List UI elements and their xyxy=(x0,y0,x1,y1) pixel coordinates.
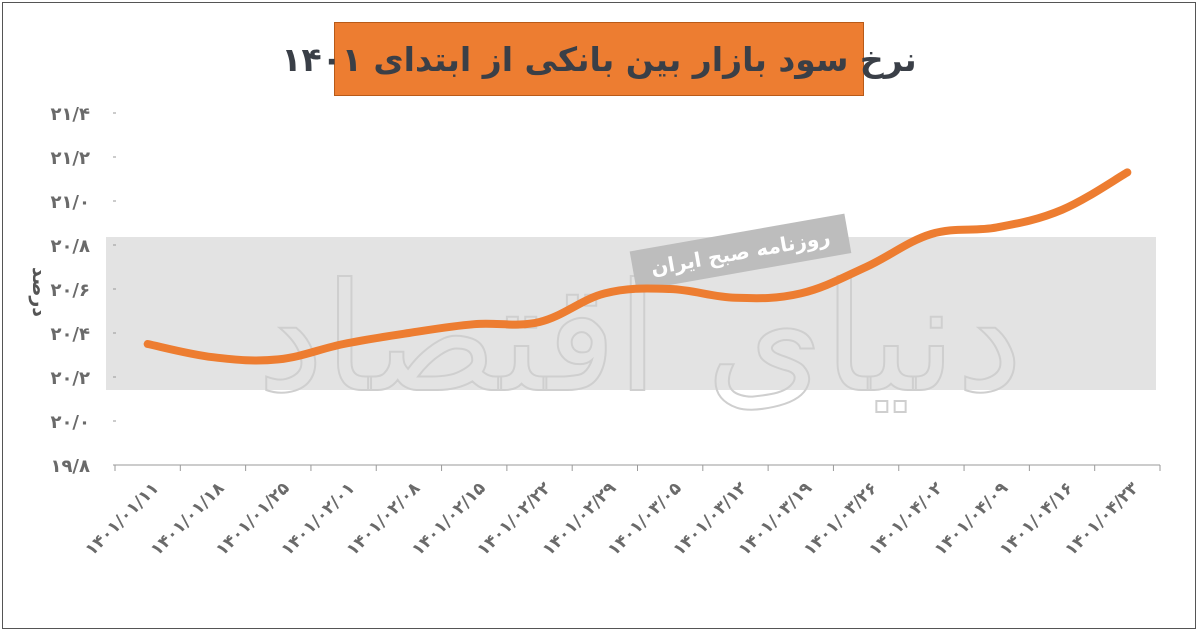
y-tick-label: ۲۰/۸ xyxy=(50,236,90,257)
chart-title-box: نرخ سود بازار بین بانکی از ابتدای ۱۴۰۱ xyxy=(281,22,917,96)
y-axis: ۱۹/۸ ۲۰/۰ ۲۰/۲ ۲۰/۴ ۲۰/۶ ۲۰/۸ ۲۱/۰ ۲۱/۲ ۲۱/۴ xyxy=(50,104,116,477)
plot-area xyxy=(143,168,1132,365)
y-tick-label: ۲۱/۲ xyxy=(50,148,90,169)
x-axis: ۱۴۰۱/۰۱/۱۱۱۴۰۱/۰۱/۱۸۱۴۰۱/۰۱/۲۵۱۴۰۱/۰۲/۰۱… xyxy=(82,464,1161,560)
y-tick-label: ۲۰/۰ xyxy=(50,412,90,433)
y-tick-label: ۲۰/۴ xyxy=(50,324,90,345)
watermark-band xyxy=(106,237,1156,390)
series-line xyxy=(143,168,1132,365)
y-tick-label: ۱۹/۸ xyxy=(50,456,90,477)
watermark-stamp: روزنامه صبح ایران xyxy=(629,213,852,291)
y-tick-label: ۲۰/۶ xyxy=(50,280,90,301)
y-tick-label: ۲۱/۰ xyxy=(50,192,90,213)
y-tick-label: ۲۰/۲ xyxy=(50,368,90,389)
chart-title: نرخ سود بازار بین بانکی از ابتدای ۱۴۰۱ xyxy=(281,39,917,79)
y-axis-label: درصد xyxy=(28,267,50,317)
y-tick-label: ۲۱/۴ xyxy=(50,104,90,125)
